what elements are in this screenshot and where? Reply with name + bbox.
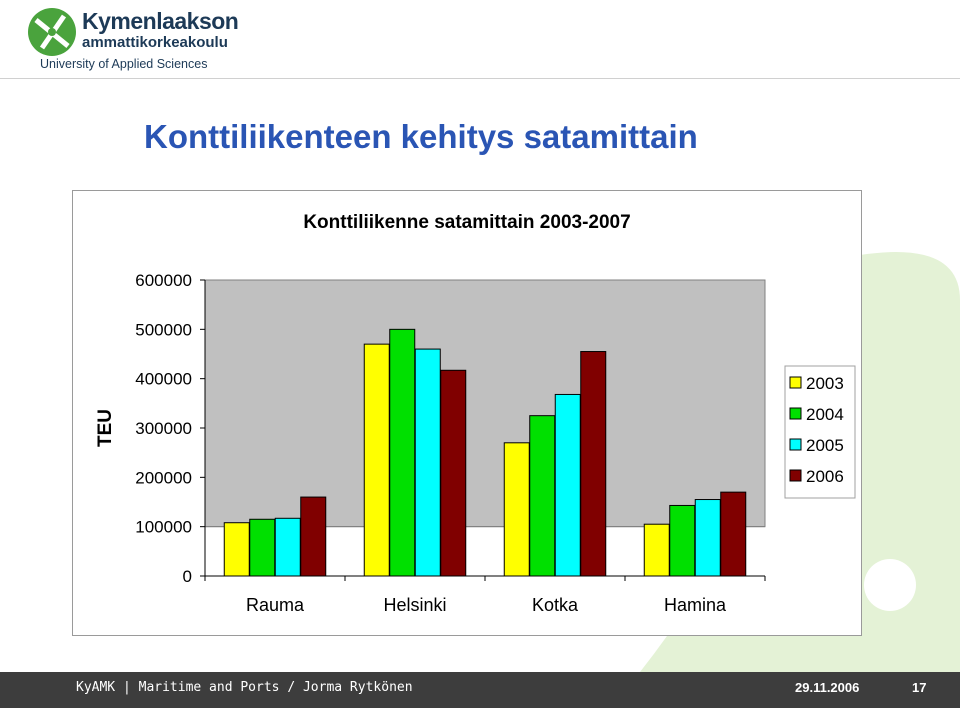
x-tick-label: Kotka (532, 595, 579, 615)
x-tick-label: Hamina (664, 595, 727, 615)
logo (26, 4, 226, 74)
legend-label-2003: 2003 (806, 374, 844, 393)
bar-kotka-2005 (554, 393, 581, 577)
legend-swatch-2004 (789, 407, 802, 420)
legend-swatch-2003 (789, 376, 802, 389)
plot-area (204, 279, 766, 528)
y-tick-label: 300000 (135, 419, 192, 438)
legend-label-2005: 2005 (806, 436, 844, 455)
page-number: 17 (912, 680, 927, 695)
y-tick-label: 500000 (135, 320, 192, 339)
bar-rauma-2004 (249, 518, 276, 577)
legend-label-2004: 2004 (806, 405, 844, 424)
bar-hamina-2004 (669, 504, 696, 577)
y-tick-label: 0 (183, 567, 192, 586)
footer-bar: KyAMK | Maritime and Ports / Jorma Rytkö… (0, 672, 960, 708)
bar-rauma-2005 (274, 517, 301, 577)
bar-helsinki-2005 (414, 348, 441, 577)
logo-text-subtitle: University of Applied Sciences (40, 57, 208, 71)
bar-rauma-2003 (223, 522, 250, 577)
bar-rauma-2006 (300, 496, 327, 577)
bar-hamina-2005 (694, 499, 721, 577)
y-axis-label: TEU (95, 409, 116, 447)
slide-title: Konttiliikenteen kehitys satamittain (144, 118, 698, 155)
bar-hamina-2003 (643, 523, 670, 577)
bar-helsinki-2006 (440, 369, 467, 577)
y-tick-label: 600000 (135, 271, 192, 290)
x-tick-label: Helsinki (383, 595, 446, 615)
y-tick-label: 400000 (135, 370, 192, 389)
legend-swatch-2006 (789, 469, 802, 482)
chart-title: Konttiliikenne satamittain 2003-2007 (303, 212, 630, 233)
bar-kotka-2004 (529, 415, 556, 577)
bar-helsinki-2004 (389, 328, 416, 577)
x-tick-label: Rauma (246, 595, 305, 615)
logo-text-secondary: ammattikorkeakoulu (82, 34, 228, 51)
chart-frame: Konttiliikenne satamittain 2003-2007 6000… (72, 190, 862, 636)
bar-helsinki-2003 (363, 343, 390, 577)
bar-hamina-2006 (720, 491, 747, 577)
footer-date: 29.11.2006 (795, 680, 860, 695)
bar-kotka-2003 (503, 442, 530, 577)
legend-swatch-2005 (789, 438, 802, 451)
header-divider (0, 78, 960, 79)
footer-credit: KyAMK | Maritime and Ports / Jorma Rytkö… (76, 680, 413, 695)
bar-kotka-2006 (580, 351, 607, 577)
bar-chart: Konttiliikenne satamittain 2003-2007 6000… (95, 212, 856, 615)
logo-text-primary: Kymenlaakson (82, 8, 239, 34)
legend-label-2006: 2006 (806, 467, 844, 486)
y-tick-label: 100000 (135, 518, 192, 537)
y-tick-label: 200000 (135, 468, 192, 487)
logo-emblem-icon (28, 8, 76, 56)
